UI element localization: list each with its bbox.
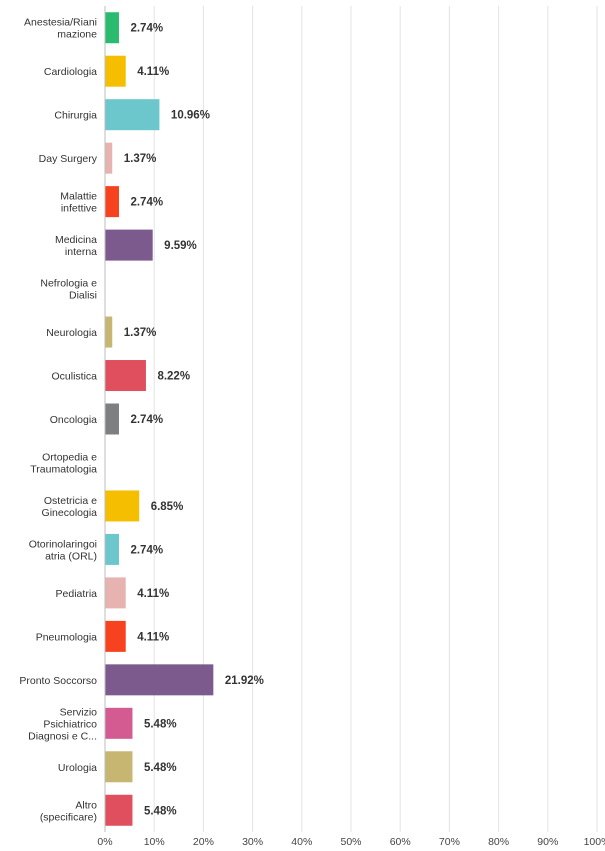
value-label: 5.48% xyxy=(144,805,177,817)
category-label: Urologia xyxy=(58,762,97,774)
value-label: 10.96% xyxy=(171,110,210,122)
bar xyxy=(105,620,126,652)
value-label: 2.74% xyxy=(130,544,163,556)
category-label: Medicina interna xyxy=(55,234,97,258)
bar xyxy=(105,577,126,609)
category-label: Day Surgery xyxy=(39,153,98,165)
value-labels: 2.74% 4.11% 10.96% 1.37% 2.74% 9.59% 1.37% 8.22… xyxy=(124,23,264,818)
x-tick-label: 0% xyxy=(97,836,112,848)
category-label: Anestesia/Riani mazione xyxy=(24,17,97,41)
value-label: 6.85% xyxy=(151,501,184,513)
x-tick-label: 20% xyxy=(193,836,214,848)
bar xyxy=(105,316,113,348)
value-label: 1.37% xyxy=(124,327,157,339)
x-axis-ticks: 0% 10% 20% 30% 40% 50% 60% 70% 80% 90% 100% xyxy=(97,836,605,848)
bar xyxy=(105,229,153,261)
category-label: Neurologia xyxy=(46,327,97,339)
x-tick-label: 70% xyxy=(439,836,460,848)
value-label: 21.92% xyxy=(225,675,264,687)
x-tick-label: 90% xyxy=(537,836,558,848)
bar xyxy=(105,12,119,44)
value-label: 2.74% xyxy=(130,23,163,35)
category-label: Ortopedia e Traumatologia xyxy=(30,451,97,475)
x-tick-label: 50% xyxy=(340,836,361,848)
category-label: Servizio Psichiatrico Diagnosi e C... xyxy=(28,706,97,742)
value-label: 1.37% xyxy=(124,153,157,165)
bar xyxy=(105,403,119,435)
value-label: 5.48% xyxy=(144,762,177,774)
value-label: 4.11% xyxy=(137,631,169,643)
category-label: Oncologia xyxy=(50,414,97,426)
category-label: Pediatria xyxy=(56,588,98,600)
category-label: Pneumologia xyxy=(36,631,97,643)
category-label: Pronto Soccorso xyxy=(19,675,97,687)
category-label: Otorinolaringoi atria (ORL) xyxy=(29,538,97,562)
value-label: 2.74% xyxy=(130,414,163,426)
bar xyxy=(105,751,133,783)
x-tick-label: 100% xyxy=(584,836,605,848)
value-label: 4.11% xyxy=(137,588,169,600)
x-tick-label: 60% xyxy=(390,836,411,848)
bar xyxy=(105,707,133,739)
x-tick-label: 10% xyxy=(144,836,165,848)
x-tick-label: 80% xyxy=(488,836,509,848)
category-label: Ostetricia e Ginecologia xyxy=(42,495,98,519)
grid-lines xyxy=(104,6,598,832)
value-label: 9.59% xyxy=(164,240,197,252)
category-labels: Anestesia/Riani mazione Cardiologia Chirurg… xyxy=(19,17,97,824)
bar xyxy=(105,99,160,131)
value-label: 8.22% xyxy=(157,371,190,383)
bars xyxy=(105,12,214,826)
bar xyxy=(105,360,146,392)
bar xyxy=(105,186,119,218)
category-label: Malattie infettive xyxy=(60,191,97,215)
category-label: Cardiologia xyxy=(44,66,97,78)
x-tick-label: 40% xyxy=(291,836,312,848)
bar xyxy=(105,533,119,565)
x-tick-label: 30% xyxy=(242,836,263,848)
bar xyxy=(105,55,126,87)
bar xyxy=(105,794,133,826)
category-label: Oculistica xyxy=(51,371,97,383)
value-label: 5.48% xyxy=(144,718,177,730)
bar xyxy=(105,142,113,174)
value-label: 2.74% xyxy=(130,197,163,209)
category-label: Altro (specificare) xyxy=(40,799,97,823)
bar xyxy=(105,664,214,696)
category-label: Nefrologia e Dialisi xyxy=(40,278,97,302)
bar xyxy=(105,490,140,522)
value-label: 4.11% xyxy=(137,66,169,78)
category-label: Chirurgia xyxy=(54,110,97,122)
